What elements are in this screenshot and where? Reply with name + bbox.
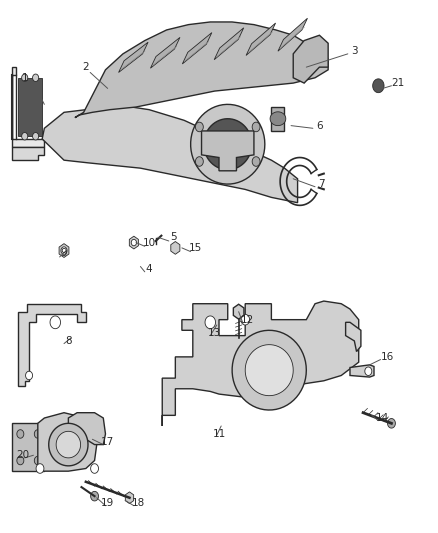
- Polygon shape: [56, 431, 81, 458]
- Polygon shape: [75, 22, 328, 118]
- Text: 13: 13: [208, 328, 221, 338]
- Polygon shape: [119, 42, 148, 72]
- Polygon shape: [21, 74, 28, 82]
- Polygon shape: [59, 244, 69, 257]
- Text: 3: 3: [351, 46, 358, 56]
- Text: 1: 1: [21, 73, 28, 83]
- Polygon shape: [129, 236, 138, 249]
- Polygon shape: [18, 304, 86, 386]
- Polygon shape: [49, 423, 88, 466]
- Polygon shape: [125, 492, 134, 504]
- Polygon shape: [293, 35, 328, 83]
- Polygon shape: [38, 413, 97, 471]
- Polygon shape: [246, 23, 276, 55]
- Polygon shape: [131, 239, 137, 246]
- Text: 5: 5: [170, 232, 177, 243]
- Polygon shape: [365, 367, 372, 375]
- Polygon shape: [182, 33, 212, 64]
- Polygon shape: [171, 241, 180, 254]
- Text: 16: 16: [381, 352, 394, 362]
- Polygon shape: [270, 112, 286, 126]
- Text: 9: 9: [61, 248, 67, 258]
- Polygon shape: [373, 79, 384, 93]
- Polygon shape: [91, 491, 99, 501]
- Text: 6: 6: [316, 120, 323, 131]
- Polygon shape: [17, 430, 24, 438]
- Polygon shape: [91, 464, 99, 473]
- Text: 12: 12: [241, 314, 254, 325]
- Polygon shape: [252, 157, 260, 166]
- Polygon shape: [17, 456, 24, 465]
- Text: 20: 20: [16, 450, 29, 460]
- Polygon shape: [350, 365, 374, 377]
- Polygon shape: [21, 133, 28, 140]
- Polygon shape: [34, 430, 41, 438]
- Text: 18: 18: [131, 498, 145, 508]
- Polygon shape: [25, 371, 32, 379]
- Polygon shape: [12, 147, 44, 160]
- Polygon shape: [245, 345, 293, 395]
- Polygon shape: [12, 67, 44, 147]
- Text: 8: 8: [65, 336, 72, 346]
- Polygon shape: [205, 316, 215, 329]
- Text: 21: 21: [392, 78, 405, 88]
- Polygon shape: [12, 423, 44, 471]
- Polygon shape: [150, 37, 180, 68]
- Polygon shape: [50, 316, 60, 329]
- Text: 11: 11: [212, 429, 226, 439]
- Polygon shape: [201, 131, 254, 171]
- Polygon shape: [32, 74, 39, 82]
- Polygon shape: [204, 119, 252, 169]
- Polygon shape: [241, 314, 250, 325]
- Polygon shape: [195, 122, 203, 132]
- Polygon shape: [32, 133, 39, 140]
- Polygon shape: [42, 107, 297, 203]
- Text: 19: 19: [101, 498, 114, 508]
- Polygon shape: [191, 104, 265, 184]
- Text: 2: 2: [82, 62, 89, 72]
- Polygon shape: [346, 322, 361, 352]
- Polygon shape: [18, 78, 42, 136]
- Polygon shape: [388, 418, 396, 428]
- Text: 10: 10: [143, 238, 155, 247]
- Polygon shape: [68, 413, 106, 445]
- Polygon shape: [34, 456, 41, 465]
- Polygon shape: [162, 301, 359, 426]
- Text: 4: 4: [146, 264, 152, 274]
- Polygon shape: [278, 18, 307, 51]
- Polygon shape: [214, 28, 244, 60]
- Text: 7: 7: [318, 179, 325, 189]
- Polygon shape: [232, 330, 306, 410]
- Polygon shape: [195, 157, 203, 166]
- Polygon shape: [272, 107, 285, 131]
- Polygon shape: [36, 464, 44, 473]
- Text: 17: 17: [101, 437, 114, 447]
- Polygon shape: [61, 247, 67, 254]
- Polygon shape: [252, 122, 260, 132]
- Text: 14: 14: [376, 413, 389, 423]
- Polygon shape: [233, 304, 244, 319]
- Text: 15: 15: [188, 243, 201, 253]
